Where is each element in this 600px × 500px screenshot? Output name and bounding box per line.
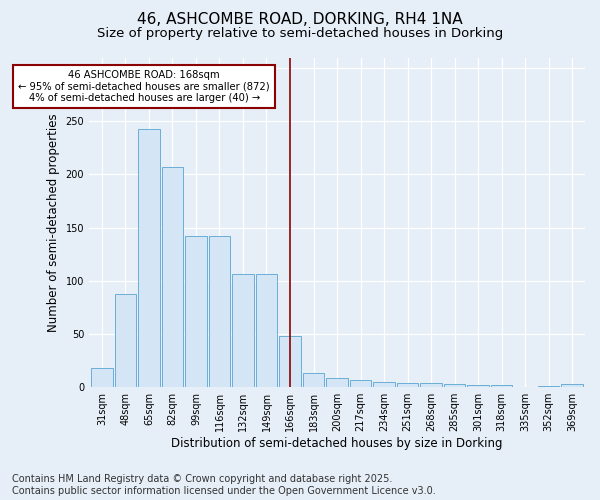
Bar (232, 274, 254, 387)
Text: Size of property relative to semi-detached houses in Dorking: Size of property relative to semi-detach… (97, 28, 503, 40)
Bar (397, 383, 418, 387)
Bar (256, 274, 277, 387)
Text: Contains HM Land Registry data © Crown copyright and database right 2025.
Contai: Contains HM Land Registry data © Crown c… (12, 474, 436, 496)
Text: 46 ASHCOMBE ROAD: 168sqm
← 95% of semi-detached houses are smaller (872)
4% of s: 46 ASHCOMBE ROAD: 168sqm ← 95% of semi-d… (19, 70, 270, 104)
Bar (138, 129, 160, 387)
Bar (115, 294, 136, 387)
Bar (561, 384, 583, 387)
Bar (444, 384, 466, 387)
Bar (326, 378, 348, 387)
Bar (161, 167, 183, 387)
Y-axis label: Number of semi-detached properties: Number of semi-detached properties (47, 113, 60, 332)
X-axis label: Distribution of semi-detached houses by size in Dorking: Distribution of semi-detached houses by … (171, 437, 503, 450)
Bar (467, 385, 489, 387)
Bar (279, 336, 301, 387)
Bar (185, 236, 207, 387)
Text: 46, ASHCOMBE ROAD, DORKING, RH4 1NA: 46, ASHCOMBE ROAD, DORKING, RH4 1NA (137, 12, 463, 28)
Bar (91, 368, 113, 387)
Bar (491, 385, 512, 387)
Bar (350, 380, 371, 387)
Bar (209, 236, 230, 387)
Bar (420, 383, 442, 387)
Bar (373, 382, 395, 387)
Bar (302, 374, 325, 387)
Bar (538, 386, 559, 387)
